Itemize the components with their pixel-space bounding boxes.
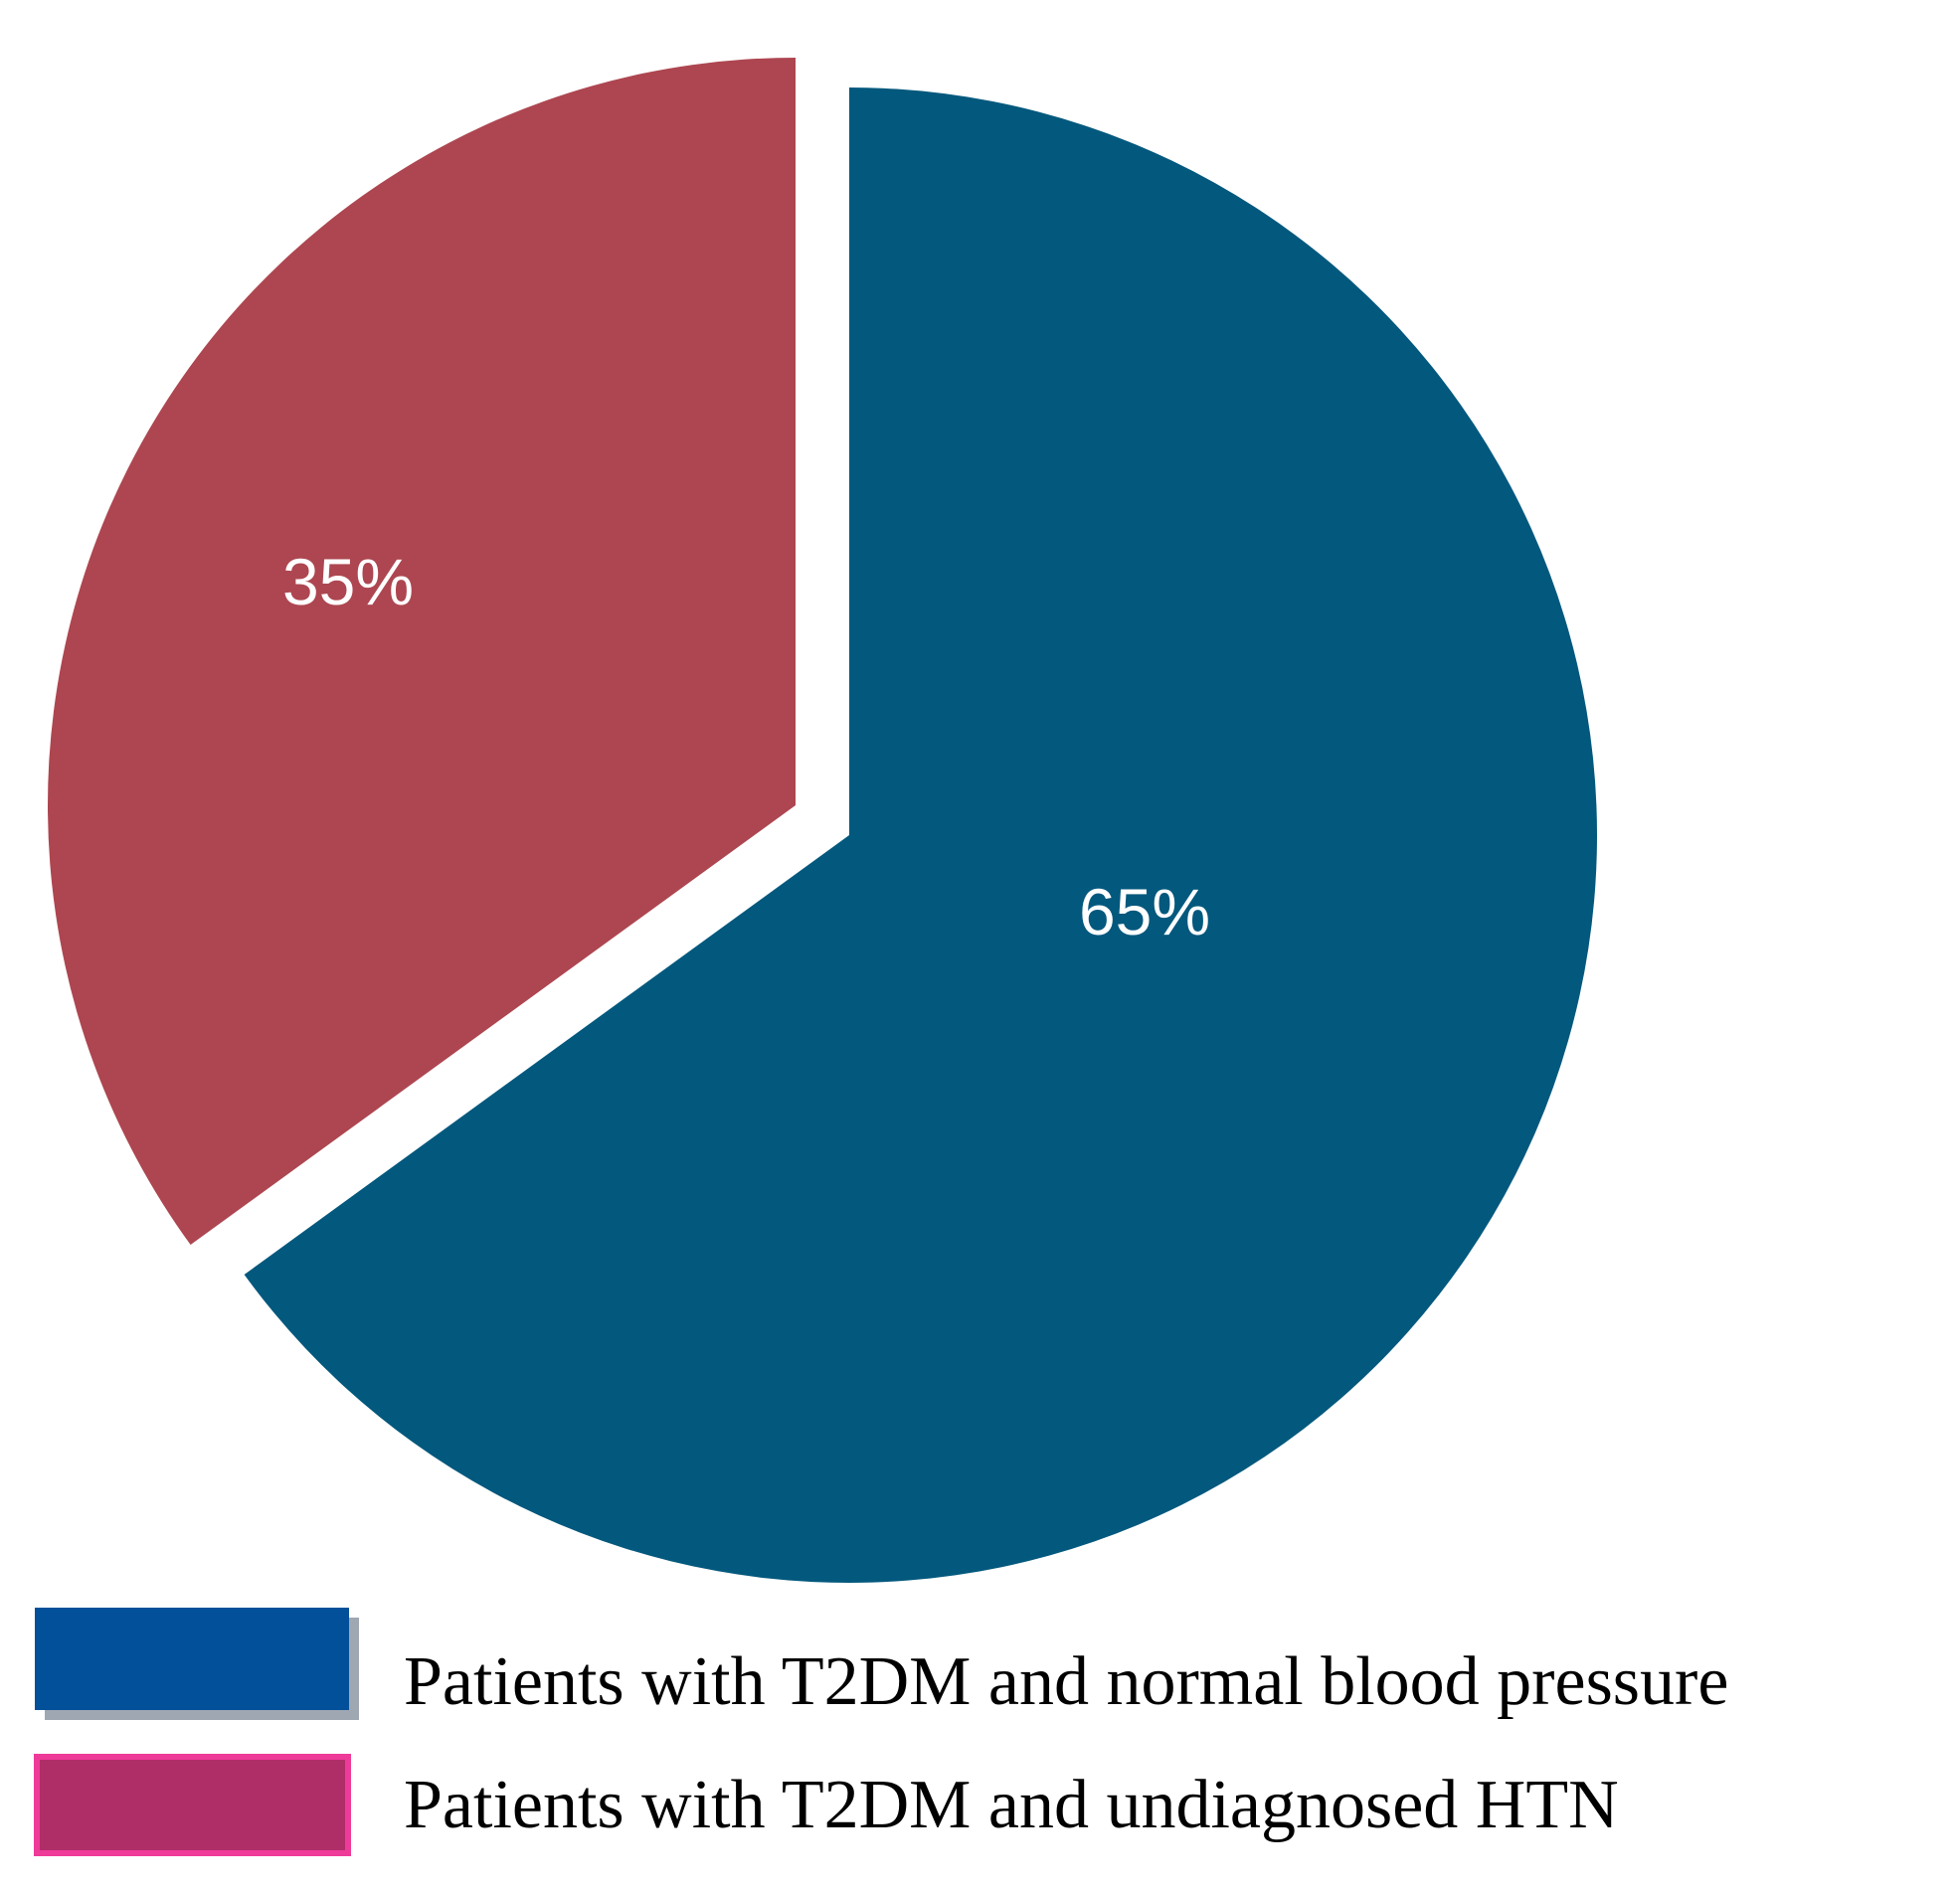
legend-label-normal-bp: Patients with T2DM and normal blood pres… (404, 1643, 1728, 1720)
legend-item-undiagnosed-htn: Patients with T2DM and undiagnosed HTN (34, 1754, 1619, 1856)
pie-slices (47, 58, 1597, 1583)
legend-swatch-undiagnosed-htn (34, 1754, 351, 1856)
legend-swatch-normal-bp (35, 1608, 349, 1710)
pie-slice-undiagnosed-htn (47, 58, 796, 1246)
pie-slice-labels: 65% 35% (282, 545, 1210, 948)
legend-item-normal-bp: Patients with T2DM and normal blood pres… (35, 1608, 1728, 1720)
legend: Patients with T2DM and normal blood pres… (34, 1608, 1728, 1856)
pie-slice-normal-bp (244, 87, 1597, 1583)
legend-label-undiagnosed-htn: Patients with T2DM and undiagnosed HTN (404, 1767, 1619, 1843)
slice-label-35: 35% (282, 545, 414, 618)
slice-label-65: 65% (1079, 875, 1210, 948)
